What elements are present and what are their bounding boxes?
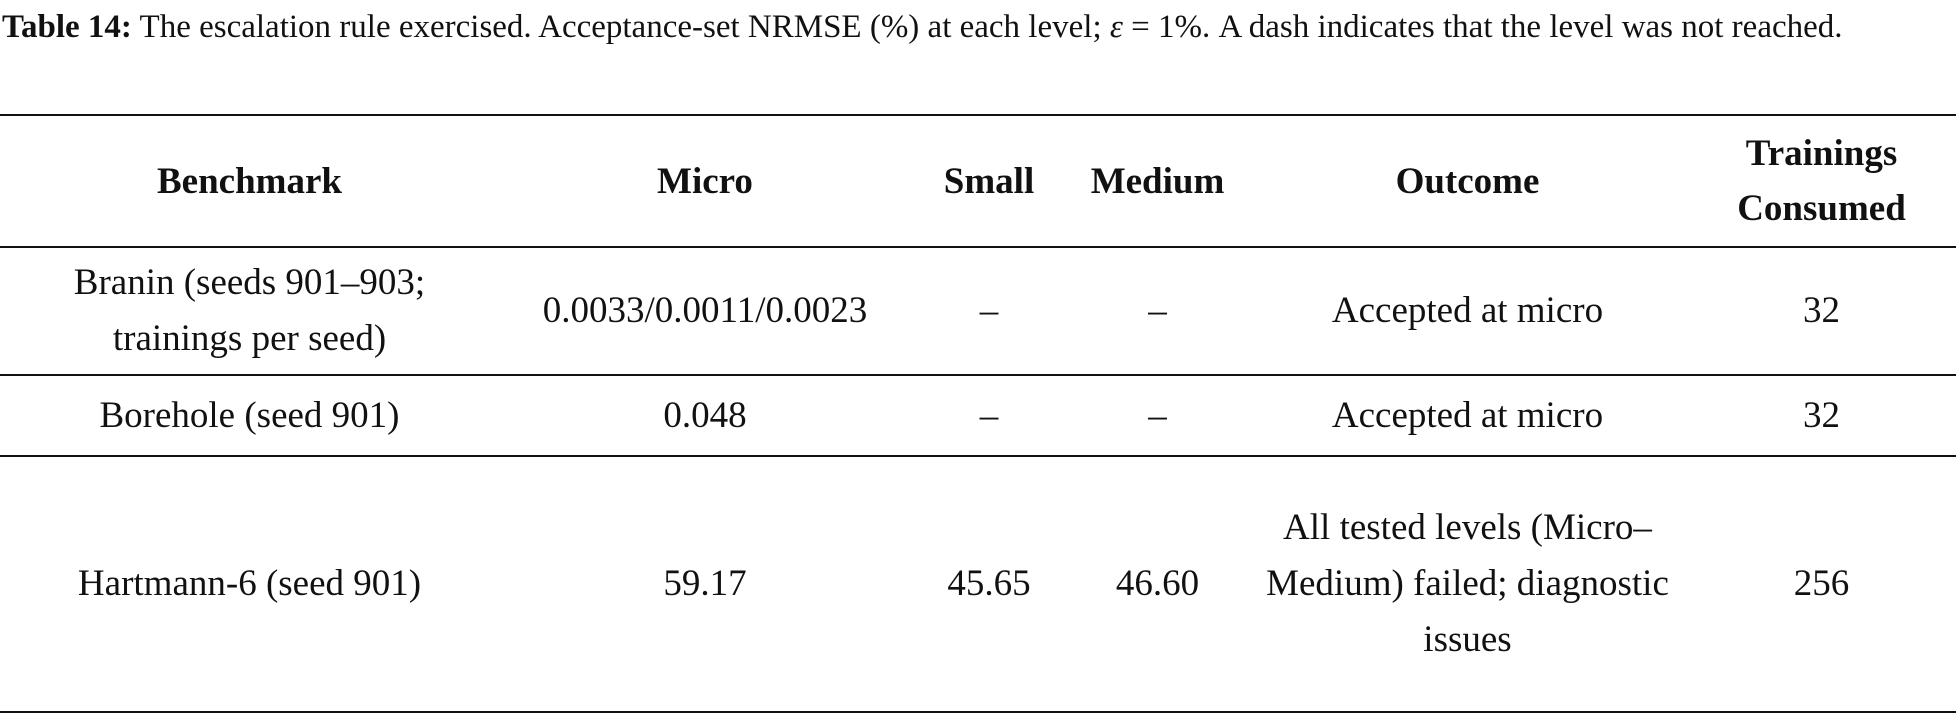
table-cell: 0.0033/0.0011/0.0023 — [542, 290, 868, 331]
table-cell: All tested levels (Micro–Medium) failed;… — [1266, 507, 1669, 660]
column-header: Medium — [1090, 160, 1225, 202]
caption-text: The escalation rule exercised. Acceptanc… — [139, 9, 1110, 45]
table-cell: 59.17 — [663, 563, 747, 604]
column-header: Small — [943, 160, 1035, 202]
table-row: Borehole (seed 901) 0.048 – – Accepted at mi… — [0, 375, 1956, 456]
table-cell: 0.048 — [663, 394, 747, 436]
column-header: Benchmark — [157, 160, 342, 202]
table-cell: Accepted at micro — [1331, 290, 1604, 331]
table-cell: 46.60 — [1115, 563, 1200, 604]
table-cell: Borehole (seed 901) — [99, 394, 400, 436]
table-cell: Hartmann-6 (seed 901) — [77, 563, 422, 604]
table-cell: 32 — [1803, 394, 1840, 436]
column-header: Trainings Consumed — [1737, 133, 1906, 229]
column-header: Outcome — [1395, 160, 1540, 202]
caption-text: = 1%. A dash indicates that the level wa… — [1122, 9, 1843, 45]
table-cell: – — [1148, 290, 1167, 331]
column-header: Micro — [657, 160, 753, 202]
table-cell: – — [979, 290, 999, 331]
caption: Table 14: The escalation rule exercised.… — [2, 6, 1952, 49]
table-cell: – — [979, 394, 999, 436]
caption-label: Table 14: — [2, 9, 132, 45]
table-cell: Branin (seeds 901–903; trainings per see… — [73, 262, 426, 359]
table-cell: 32 — [1803, 290, 1840, 331]
header-row: Benchmark Micro Small Medium Outcome Training… — [0, 115, 1956, 247]
table-cell: 256 — [1793, 563, 1850, 604]
table-cell: 45.65 — [947, 563, 1031, 604]
caption-symbol: ε — [1109, 9, 1123, 45]
table-row: Hartmann-6 (seed 901) 59.17 45.65 46.60 All … — [0, 456, 1956, 712]
table-cell: – — [1148, 394, 1167, 436]
table-cell: Accepted at micro — [1331, 394, 1604, 436]
table-row: Branin (seeds 901–903; trainings per see… — [0, 247, 1956, 375]
results-table: Benchmark Micro Small Medium Outcome Training… — [0, 114, 1956, 713]
